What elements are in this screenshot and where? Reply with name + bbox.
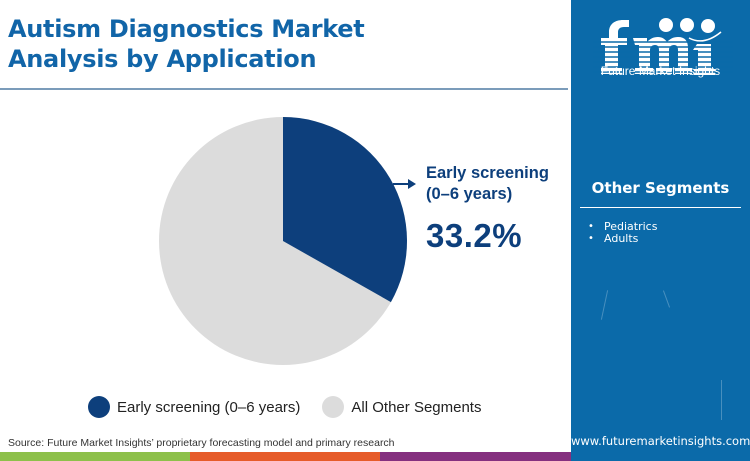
bullet-icon: • (588, 221, 594, 232)
color-bar-green (0, 452, 190, 461)
page-title: Autism Diagnostics Market Analysis by Ap… (8, 14, 568, 74)
segments-divider (580, 207, 741, 208)
callout-value: 33.2% (426, 217, 523, 254)
legend-swatch-icon (88, 396, 110, 418)
color-bar-purple (380, 452, 571, 461)
callout-label-line-1: Early screening (426, 164, 549, 182)
callout-arrow-icon (393, 179, 416, 189)
legend-swatch-icon (322, 396, 345, 418)
logo-subtitle: Future Market Insights (600, 64, 721, 78)
bullet-icon: • (588, 233, 594, 244)
color-bar-blue (571, 452, 750, 461)
sidebar-panel: Future Market Insights Other Segments • P… (571, 0, 750, 452)
legend-label: All Other Segments (351, 398, 482, 416)
slice-callout: Early screening (0–6 years) 33.2% (426, 163, 549, 255)
title-line-2: Analysis by Application (8, 45, 317, 73)
title-divider (0, 88, 568, 90)
legend-label: Early screening (0–6 years) (117, 398, 301, 416)
chart-legend: Early screening (0–6 years) All Other Se… (88, 396, 503, 418)
other-segments-title: Other Segments (591, 179, 730, 197)
source-note: Source: Future Market Insights’ propriet… (8, 437, 395, 449)
website-link[interactable]: www.futuremarketinsights.com (571, 434, 750, 448)
legend-item-early-screening: Early screening (0–6 years) (88, 396, 300, 418)
title-line-1: Autism Diagnostics Market (8, 15, 365, 43)
pie-slice-early-screening (283, 117, 407, 303)
callout-label-line-2: (0–6 years) (426, 185, 513, 203)
color-bar-orange (190, 452, 380, 461)
fmi-logo-icon (593, 18, 733, 75)
legend-item-other-segments: All Other Segments (322, 396, 481, 418)
pie-chart (159, 117, 416, 365)
segment-item-adults: • Adults (588, 232, 639, 245)
segments-list: • Pediatrics • Adults (588, 221, 657, 245)
color-bar (0, 452, 750, 461)
segment-item-pediatrics: • Pediatrics (588, 220, 658, 233)
